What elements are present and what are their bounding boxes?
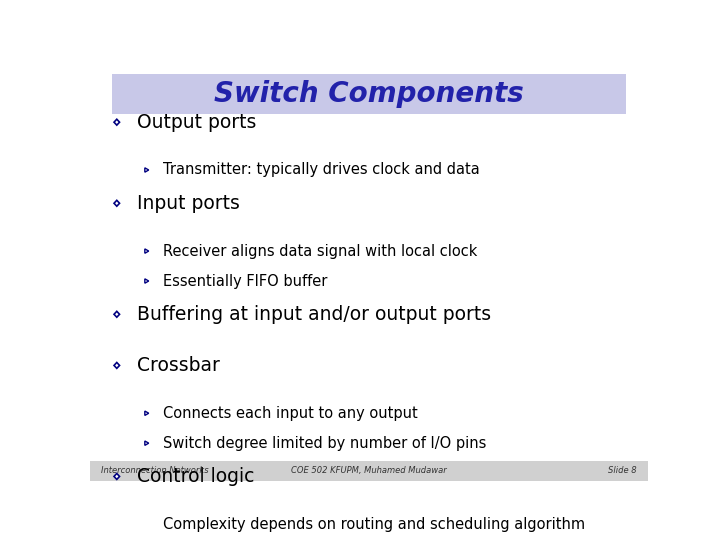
Polygon shape bbox=[115, 120, 118, 124]
Polygon shape bbox=[115, 313, 118, 316]
Text: Output ports: Output ports bbox=[138, 113, 257, 132]
Text: Interconnection Networks: Interconnection Networks bbox=[101, 466, 209, 475]
Text: Connects each input to any output: Connects each input to any output bbox=[163, 406, 418, 421]
Text: COE 502 KFUPM, Muhamed Mudawar: COE 502 KFUPM, Muhamed Mudawar bbox=[291, 466, 447, 475]
Text: Complexity depends on routing and scheduling algorithm: Complexity depends on routing and schedu… bbox=[163, 517, 585, 532]
FancyBboxPatch shape bbox=[90, 461, 648, 481]
Polygon shape bbox=[115, 363, 118, 367]
Text: Switch degree limited by number of I/O pins: Switch degree limited by number of I/O p… bbox=[163, 436, 486, 451]
Text: Input ports: Input ports bbox=[138, 194, 240, 213]
Text: Switch Components: Switch Components bbox=[214, 80, 524, 109]
Polygon shape bbox=[113, 199, 121, 207]
Text: Transmitter: typically drives clock and data: Transmitter: typically drives clock and … bbox=[163, 163, 480, 178]
Text: Receiver aligns data signal with local clock: Receiver aligns data signal with local c… bbox=[163, 244, 477, 259]
Text: Control logic: Control logic bbox=[138, 467, 255, 486]
Polygon shape bbox=[113, 361, 121, 369]
Text: Crossbar: Crossbar bbox=[138, 356, 220, 375]
FancyBboxPatch shape bbox=[112, 75, 626, 114]
Polygon shape bbox=[113, 310, 121, 319]
Polygon shape bbox=[115, 201, 118, 205]
Polygon shape bbox=[115, 475, 118, 478]
Text: Slide 8: Slide 8 bbox=[608, 466, 637, 475]
Polygon shape bbox=[113, 472, 121, 481]
Polygon shape bbox=[113, 118, 121, 126]
Text: Buffering at input and/or output ports: Buffering at input and/or output ports bbox=[138, 305, 492, 324]
Text: Essentially FIFO buffer: Essentially FIFO buffer bbox=[163, 274, 327, 288]
